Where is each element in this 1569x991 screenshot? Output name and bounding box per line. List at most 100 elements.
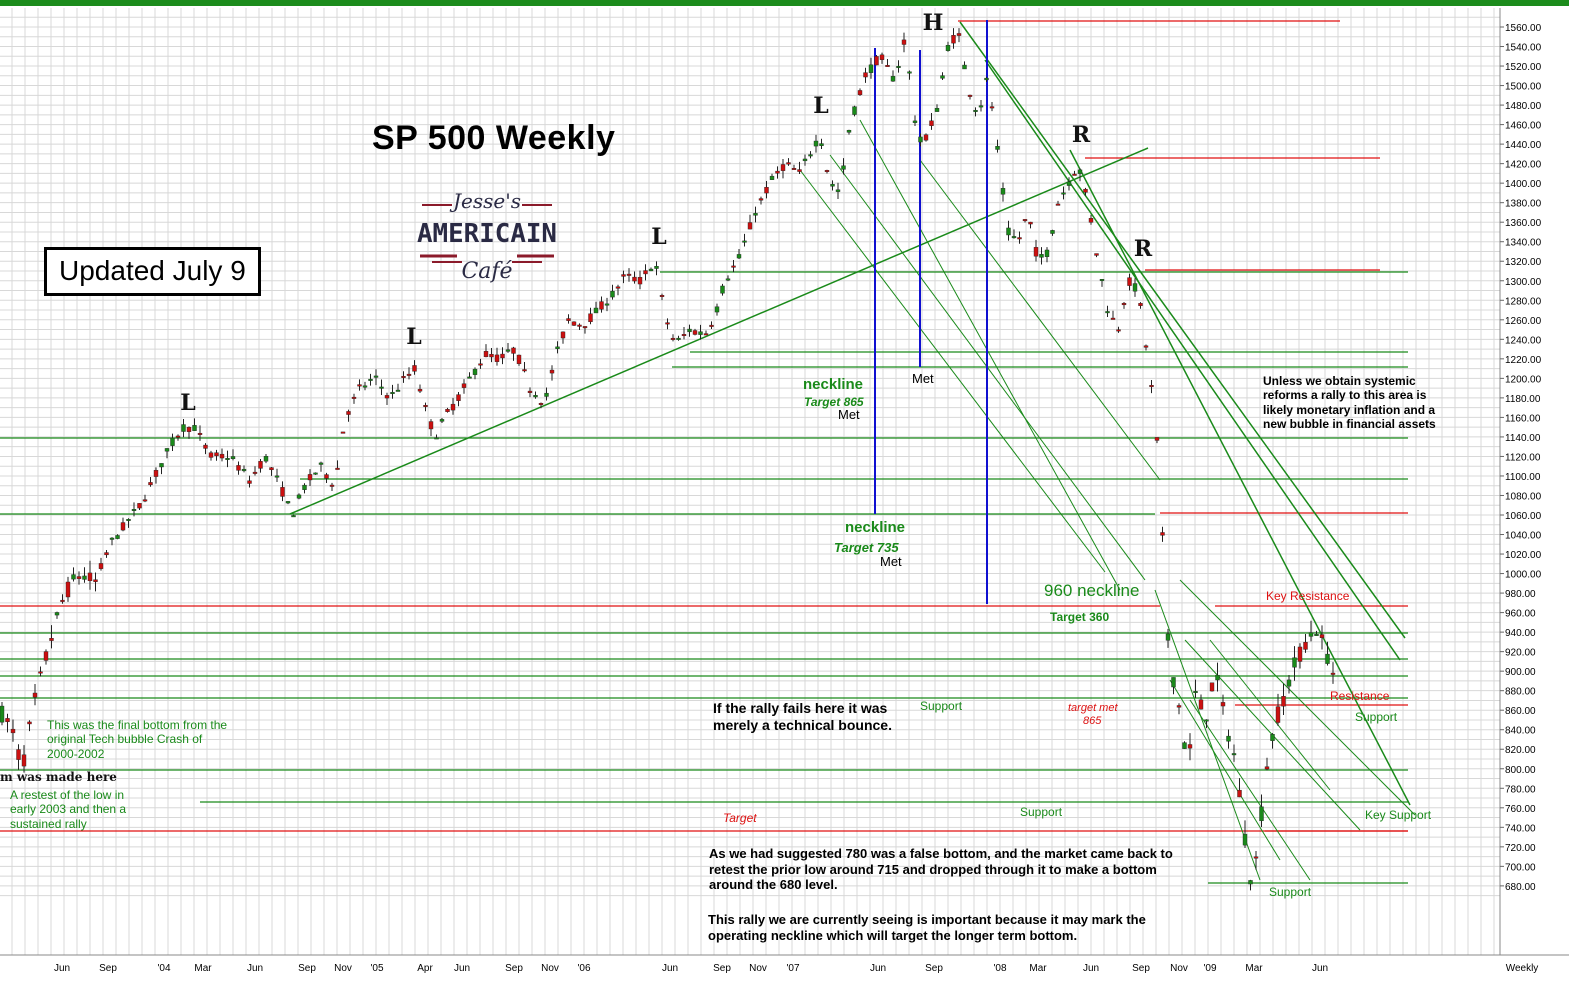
y-tick-label: 1020.00 xyxy=(1505,550,1542,561)
candle-body xyxy=(654,266,659,269)
false-bottom-note: As we had suggested 780 was a false bott… xyxy=(709,846,1173,893)
candle-body xyxy=(1154,437,1160,441)
pattern-label-h: H xyxy=(923,10,944,36)
candle-body xyxy=(604,303,610,306)
candle-body xyxy=(390,392,395,395)
trend-lines xyxy=(289,21,1416,881)
candle-body xyxy=(978,105,984,108)
x-tick-label: '04 xyxy=(157,963,170,974)
candle-body xyxy=(1033,247,1039,257)
candle-body xyxy=(87,572,93,582)
candle-body xyxy=(148,482,153,486)
candle-body xyxy=(489,354,494,358)
candle-body xyxy=(296,494,302,499)
candle-body xyxy=(714,306,720,313)
logo-line1: Jesse's xyxy=(449,189,521,213)
target-735-label: Target 735 xyxy=(834,540,899,555)
candle-body xyxy=(478,363,483,366)
x-axis-label: Weekly xyxy=(1506,963,1539,974)
candle-body xyxy=(428,421,434,430)
blue-vertical-lines xyxy=(874,20,988,604)
y-tick-label: 780.00 xyxy=(1505,784,1536,795)
candle-body xyxy=(247,480,252,484)
candle-body xyxy=(813,140,819,147)
candle-body xyxy=(549,369,555,374)
candle-body xyxy=(830,184,835,187)
x-tick-label: Sep xyxy=(925,963,943,974)
candle-body xyxy=(263,456,269,462)
candle-body xyxy=(1270,733,1275,741)
candle-body xyxy=(71,574,76,580)
target-label: Target xyxy=(723,811,757,825)
candle-body xyxy=(54,612,60,616)
candle-body xyxy=(973,110,978,112)
y-tick-label: 1400.00 xyxy=(1505,179,1542,190)
candle-body xyxy=(1292,657,1297,668)
candle-body xyxy=(907,71,912,74)
candle-body xyxy=(351,396,357,399)
candle-body xyxy=(5,718,10,723)
candle-body xyxy=(720,285,725,294)
y-tick-label: 980.00 xyxy=(1505,589,1536,600)
candle-body xyxy=(368,378,373,381)
candle-body xyxy=(747,222,753,230)
y-tick-label: 760.00 xyxy=(1505,804,1536,815)
candle-body xyxy=(335,467,340,470)
candle-body xyxy=(780,164,786,171)
candle-body xyxy=(395,389,401,392)
neckline-label-2: neckline xyxy=(845,519,906,536)
candle-body xyxy=(698,331,703,335)
candle-body xyxy=(181,424,186,432)
candle-body xyxy=(467,376,472,379)
trend-line xyxy=(919,159,1161,481)
candle-body xyxy=(65,581,71,598)
y-tick-label: 1200.00 xyxy=(1505,374,1542,385)
x-tick-label: Jun xyxy=(1312,963,1328,974)
y-tick-label: 1360.00 xyxy=(1505,218,1542,229)
unless-note: Unless we obtain systemic reforms a rall… xyxy=(1263,374,1436,432)
met-label-2: Met xyxy=(912,371,934,386)
candle-body xyxy=(494,354,500,362)
y-tick-label: 1180.00 xyxy=(1505,394,1541,405)
candle-body xyxy=(1193,691,1198,694)
candle-body xyxy=(16,749,21,760)
candle-body xyxy=(0,705,5,723)
candle-body xyxy=(1226,735,1231,742)
candle-body xyxy=(274,475,280,478)
candle-body xyxy=(126,519,131,521)
x-tick-label: Sep xyxy=(505,963,523,974)
y-tick-label: 1560.00 xyxy=(1505,23,1542,34)
candle-body xyxy=(692,330,698,335)
candle-body xyxy=(533,395,538,398)
candle-body xyxy=(923,134,929,141)
candle-body xyxy=(214,452,219,457)
y-tick-label: 1540.00 xyxy=(1505,43,1542,54)
candle-body xyxy=(819,143,824,146)
candle-body xyxy=(423,405,428,407)
candle-body xyxy=(285,501,291,504)
candle-body xyxy=(186,426,192,432)
candle-body xyxy=(670,337,676,340)
candle-body xyxy=(1297,646,1303,662)
met-label-1: Met xyxy=(838,407,860,422)
support-label-2: Support xyxy=(1355,710,1398,724)
candle-body xyxy=(131,509,137,511)
trend-line xyxy=(1209,639,1331,791)
x-tick-label: Sep xyxy=(99,963,117,974)
trend-line xyxy=(1169,679,1281,861)
x-tick-label: Jun xyxy=(1083,963,1099,974)
candle-body xyxy=(1314,634,1319,636)
candle-body xyxy=(824,170,830,173)
candle-body xyxy=(115,535,120,539)
candle-body xyxy=(687,328,692,333)
candle-body xyxy=(1132,283,1138,292)
x-tick-label: Sep xyxy=(713,963,731,974)
candle-body xyxy=(1275,706,1281,723)
candle-body xyxy=(357,384,362,387)
y-tick-label: 1460.00 xyxy=(1505,121,1542,132)
candle-body xyxy=(434,437,439,440)
candle-body xyxy=(1044,249,1050,257)
candle-body xyxy=(802,158,808,162)
candle-body xyxy=(786,162,791,165)
candle-body xyxy=(626,273,632,276)
